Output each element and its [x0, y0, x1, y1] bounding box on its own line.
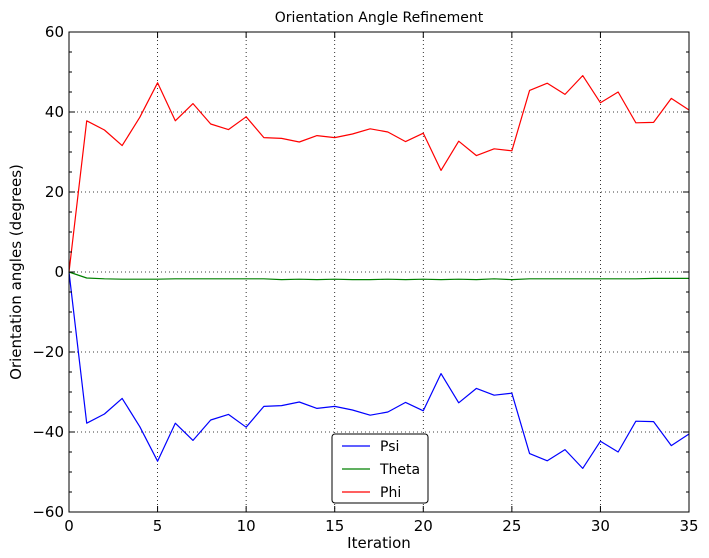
legend-box: [331, 433, 429, 504]
y-axis-label: Orientation angles (degrees): [7, 164, 25, 380]
y-tick-label: −20: [32, 343, 64, 361]
chart-title: Orientation Angle Refinement: [275, 10, 484, 26]
series-line-phi: [68, 74, 690, 273]
x-tick-label: 10: [237, 517, 256, 535]
legend-label-theta: Theta: [379, 462, 420, 478]
y-tick-label: 40: [45, 103, 64, 121]
x-tick-label: 20: [414, 517, 433, 535]
x-tick-label: 15: [325, 517, 344, 535]
x-tick-label: 35: [679, 517, 698, 535]
legend: Psi Theta Phi: [331, 433, 429, 504]
legend-label-phi: Phi: [380, 485, 401, 501]
axis-ticks: [68, 31, 690, 513]
y-tick-label: 20: [45, 183, 64, 201]
series-line-theta: [68, 271, 689, 281]
series-lines: [68, 74, 690, 469]
legend-label-psi: Psi: [380, 439, 399, 455]
y-tick-label: 0: [54, 263, 64, 281]
x-tick-label: 0: [64, 517, 74, 535]
series-line-psi: [68, 271, 690, 469]
x-tick-labels: 0 5 10 15 20 25 30 35: [64, 517, 698, 535]
x-tick-label: 30: [591, 517, 610, 535]
x-tick-label: 25: [502, 517, 521, 535]
x-tick-label: 5: [153, 517, 163, 535]
x-axis-label: Iteration: [347, 534, 411, 552]
y-tick-label: −40: [32, 423, 64, 441]
y-tick-labels: −60 −40 −20 0 20 40 60: [32, 23, 64, 521]
y-tick-label: −60: [32, 503, 64, 521]
y-tick-label: 60: [45, 23, 64, 41]
